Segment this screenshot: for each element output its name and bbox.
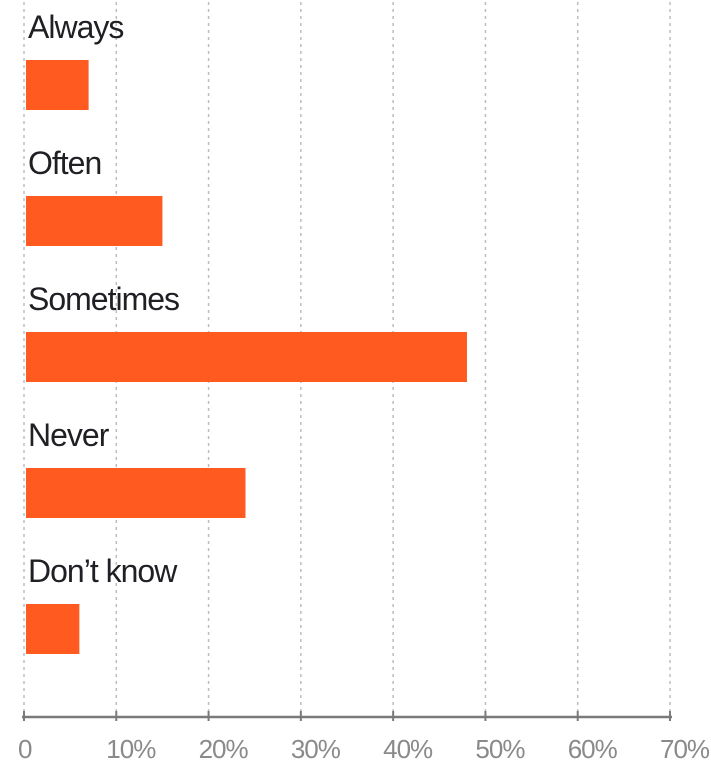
tick-label-40: 40% bbox=[383, 734, 433, 764]
x-axis-ticks bbox=[23, 711, 671, 721]
tick-label-0: 0 bbox=[18, 734, 32, 764]
x-axis-tick-labels: 0 10% 20% 30% 40% 50% 60% 70% bbox=[18, 734, 711, 764]
bar-always bbox=[26, 60, 89, 110]
tick-label-30: 30% bbox=[291, 734, 341, 764]
category-labels: Always Often Sometimes Never Don’t know bbox=[28, 9, 180, 589]
bar-sometimes bbox=[26, 332, 467, 382]
tick-label-50: 50% bbox=[475, 734, 525, 764]
bar-often bbox=[26, 196, 163, 246]
bar-don-t-know bbox=[26, 604, 80, 654]
tick-label-20: 20% bbox=[199, 734, 249, 764]
category-label-sometimes: Sometimes bbox=[28, 281, 179, 317]
category-label-dont-know: Don’t know bbox=[28, 553, 178, 589]
category-label-often: Often bbox=[28, 145, 101, 181]
tick-label-60: 60% bbox=[568, 734, 618, 764]
tick-label-70: 70% bbox=[660, 734, 710, 764]
category-label-always: Always bbox=[28, 9, 123, 45]
tick-label-10: 10% bbox=[106, 734, 156, 764]
bars bbox=[26, 60, 467, 654]
category-label-never: Never bbox=[28, 417, 110, 453]
bar-never bbox=[26, 468, 246, 518]
